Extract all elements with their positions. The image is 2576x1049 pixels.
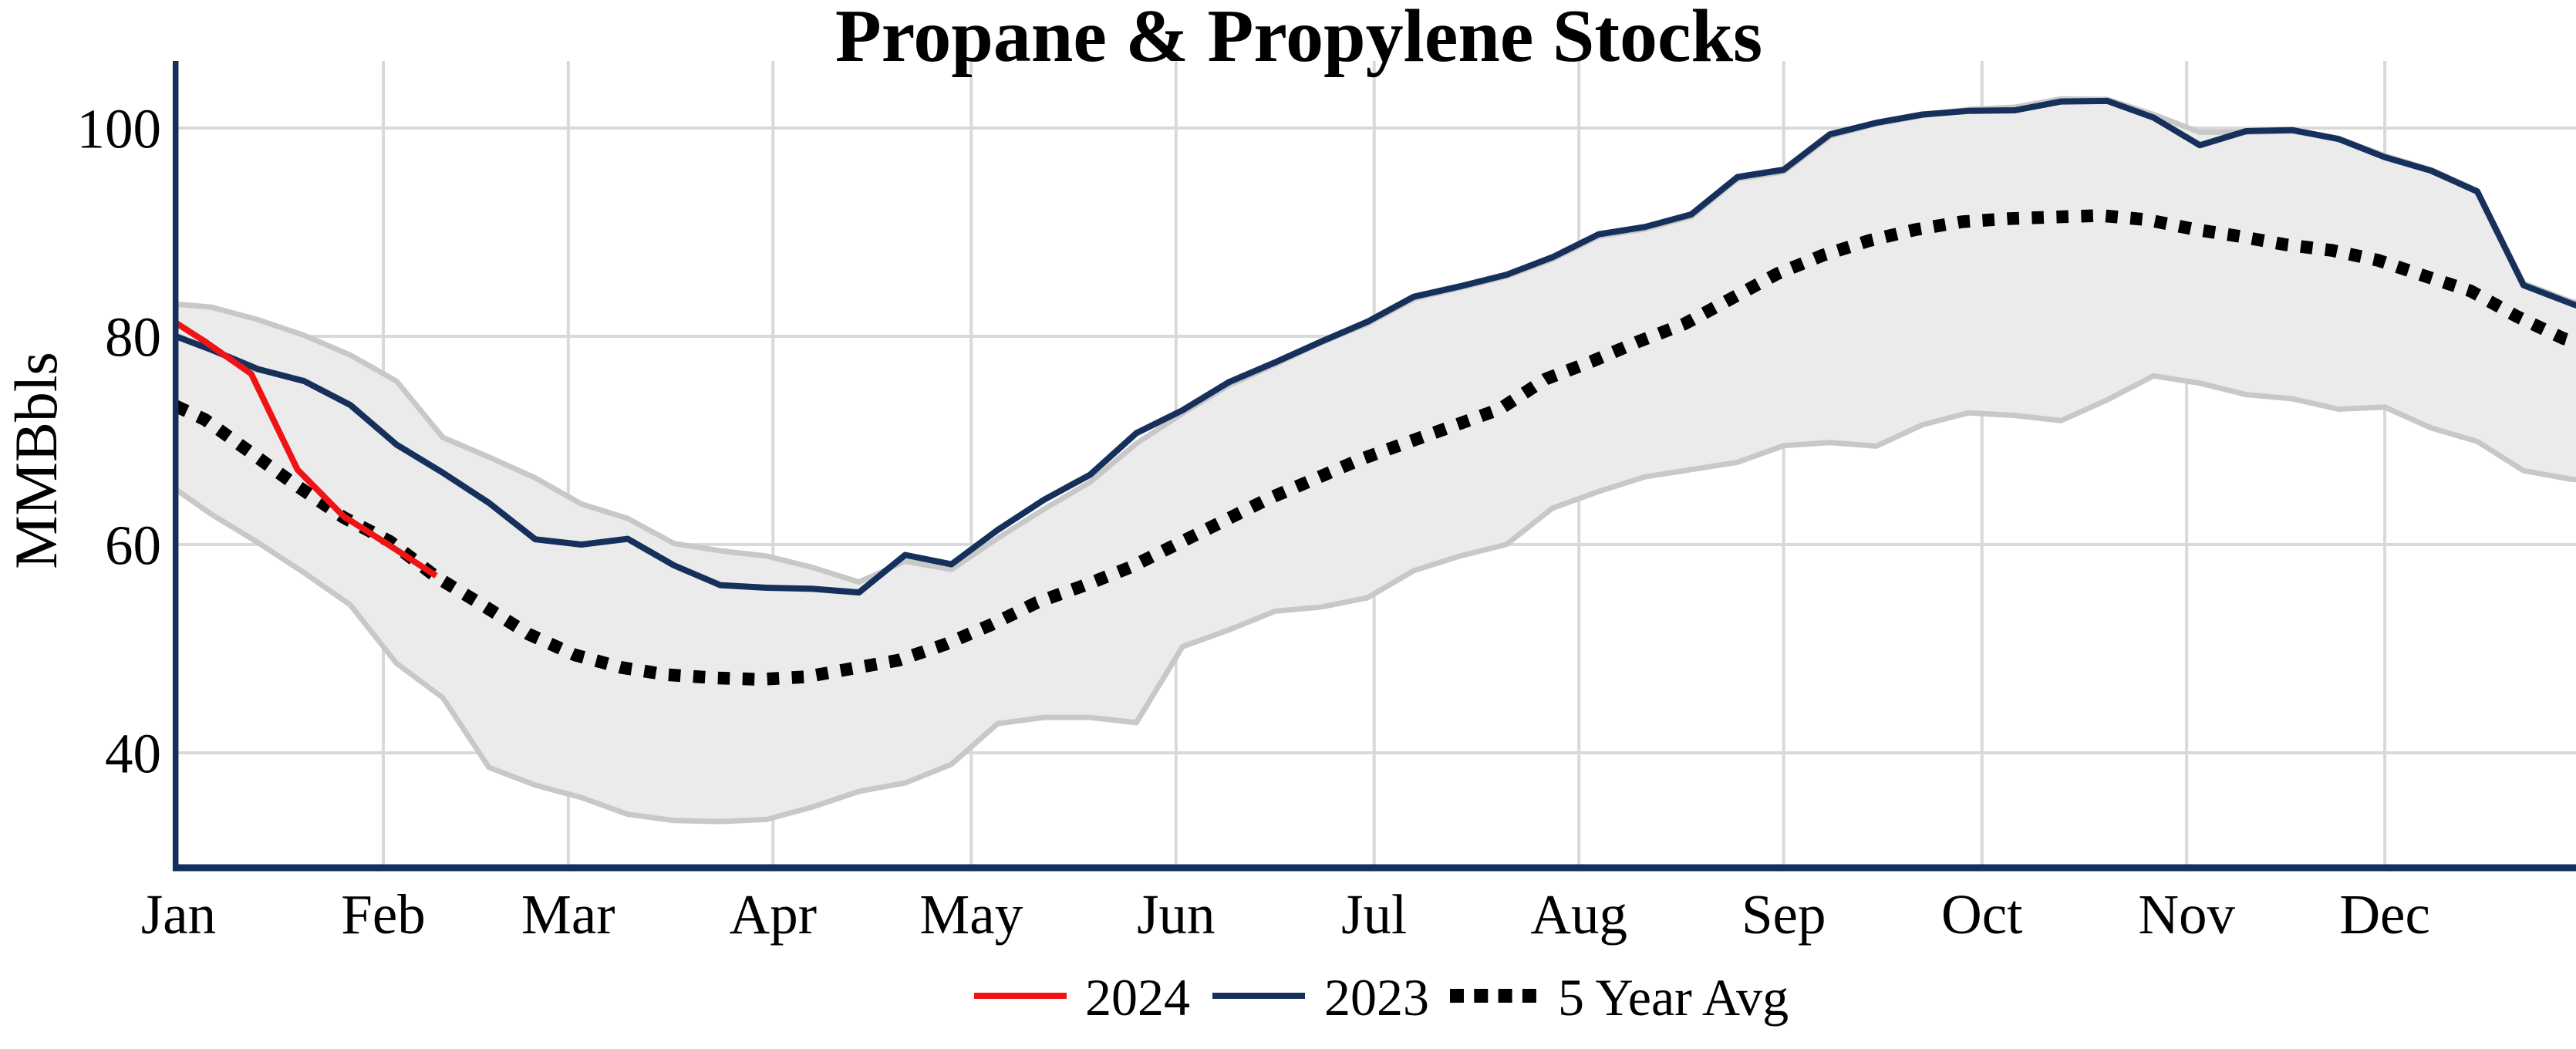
svg-text:60: 60 [105, 514, 161, 577]
svg-text:Nov: Nov [2138, 883, 2235, 946]
svg-text:2024: 2024 [1085, 968, 1190, 1027]
svg-text:Feb: Feb [341, 883, 426, 946]
svg-text:Jan: Jan [141, 883, 216, 946]
svg-text:Propane & Propylene Stocks: Propane & Propylene Stocks [835, 0, 1762, 78]
svg-text:Dec: Dec [2339, 883, 2430, 946]
svg-text:5 Year Avg: 5 Year Avg [1558, 968, 1789, 1027]
svg-text:2023: 2023 [1324, 968, 1429, 1027]
svg-text:Sep: Sep [1741, 883, 1826, 946]
svg-text:Apr: Apr [730, 883, 818, 946]
svg-text:40: 40 [105, 723, 161, 785]
svg-text:Aug: Aug [1530, 883, 1627, 946]
svg-text:MMBbls: MMBbls [2, 352, 69, 569]
svg-text:100: 100 [77, 98, 162, 160]
svg-text:Jun: Jun [1137, 883, 1215, 946]
svg-text:Oct: Oct [1941, 883, 2022, 946]
svg-text:May: May [919, 883, 1023, 946]
svg-text:80: 80 [105, 306, 161, 369]
svg-text:Jul: Jul [1341, 883, 1407, 946]
svg-text:Mar: Mar [521, 883, 615, 946]
